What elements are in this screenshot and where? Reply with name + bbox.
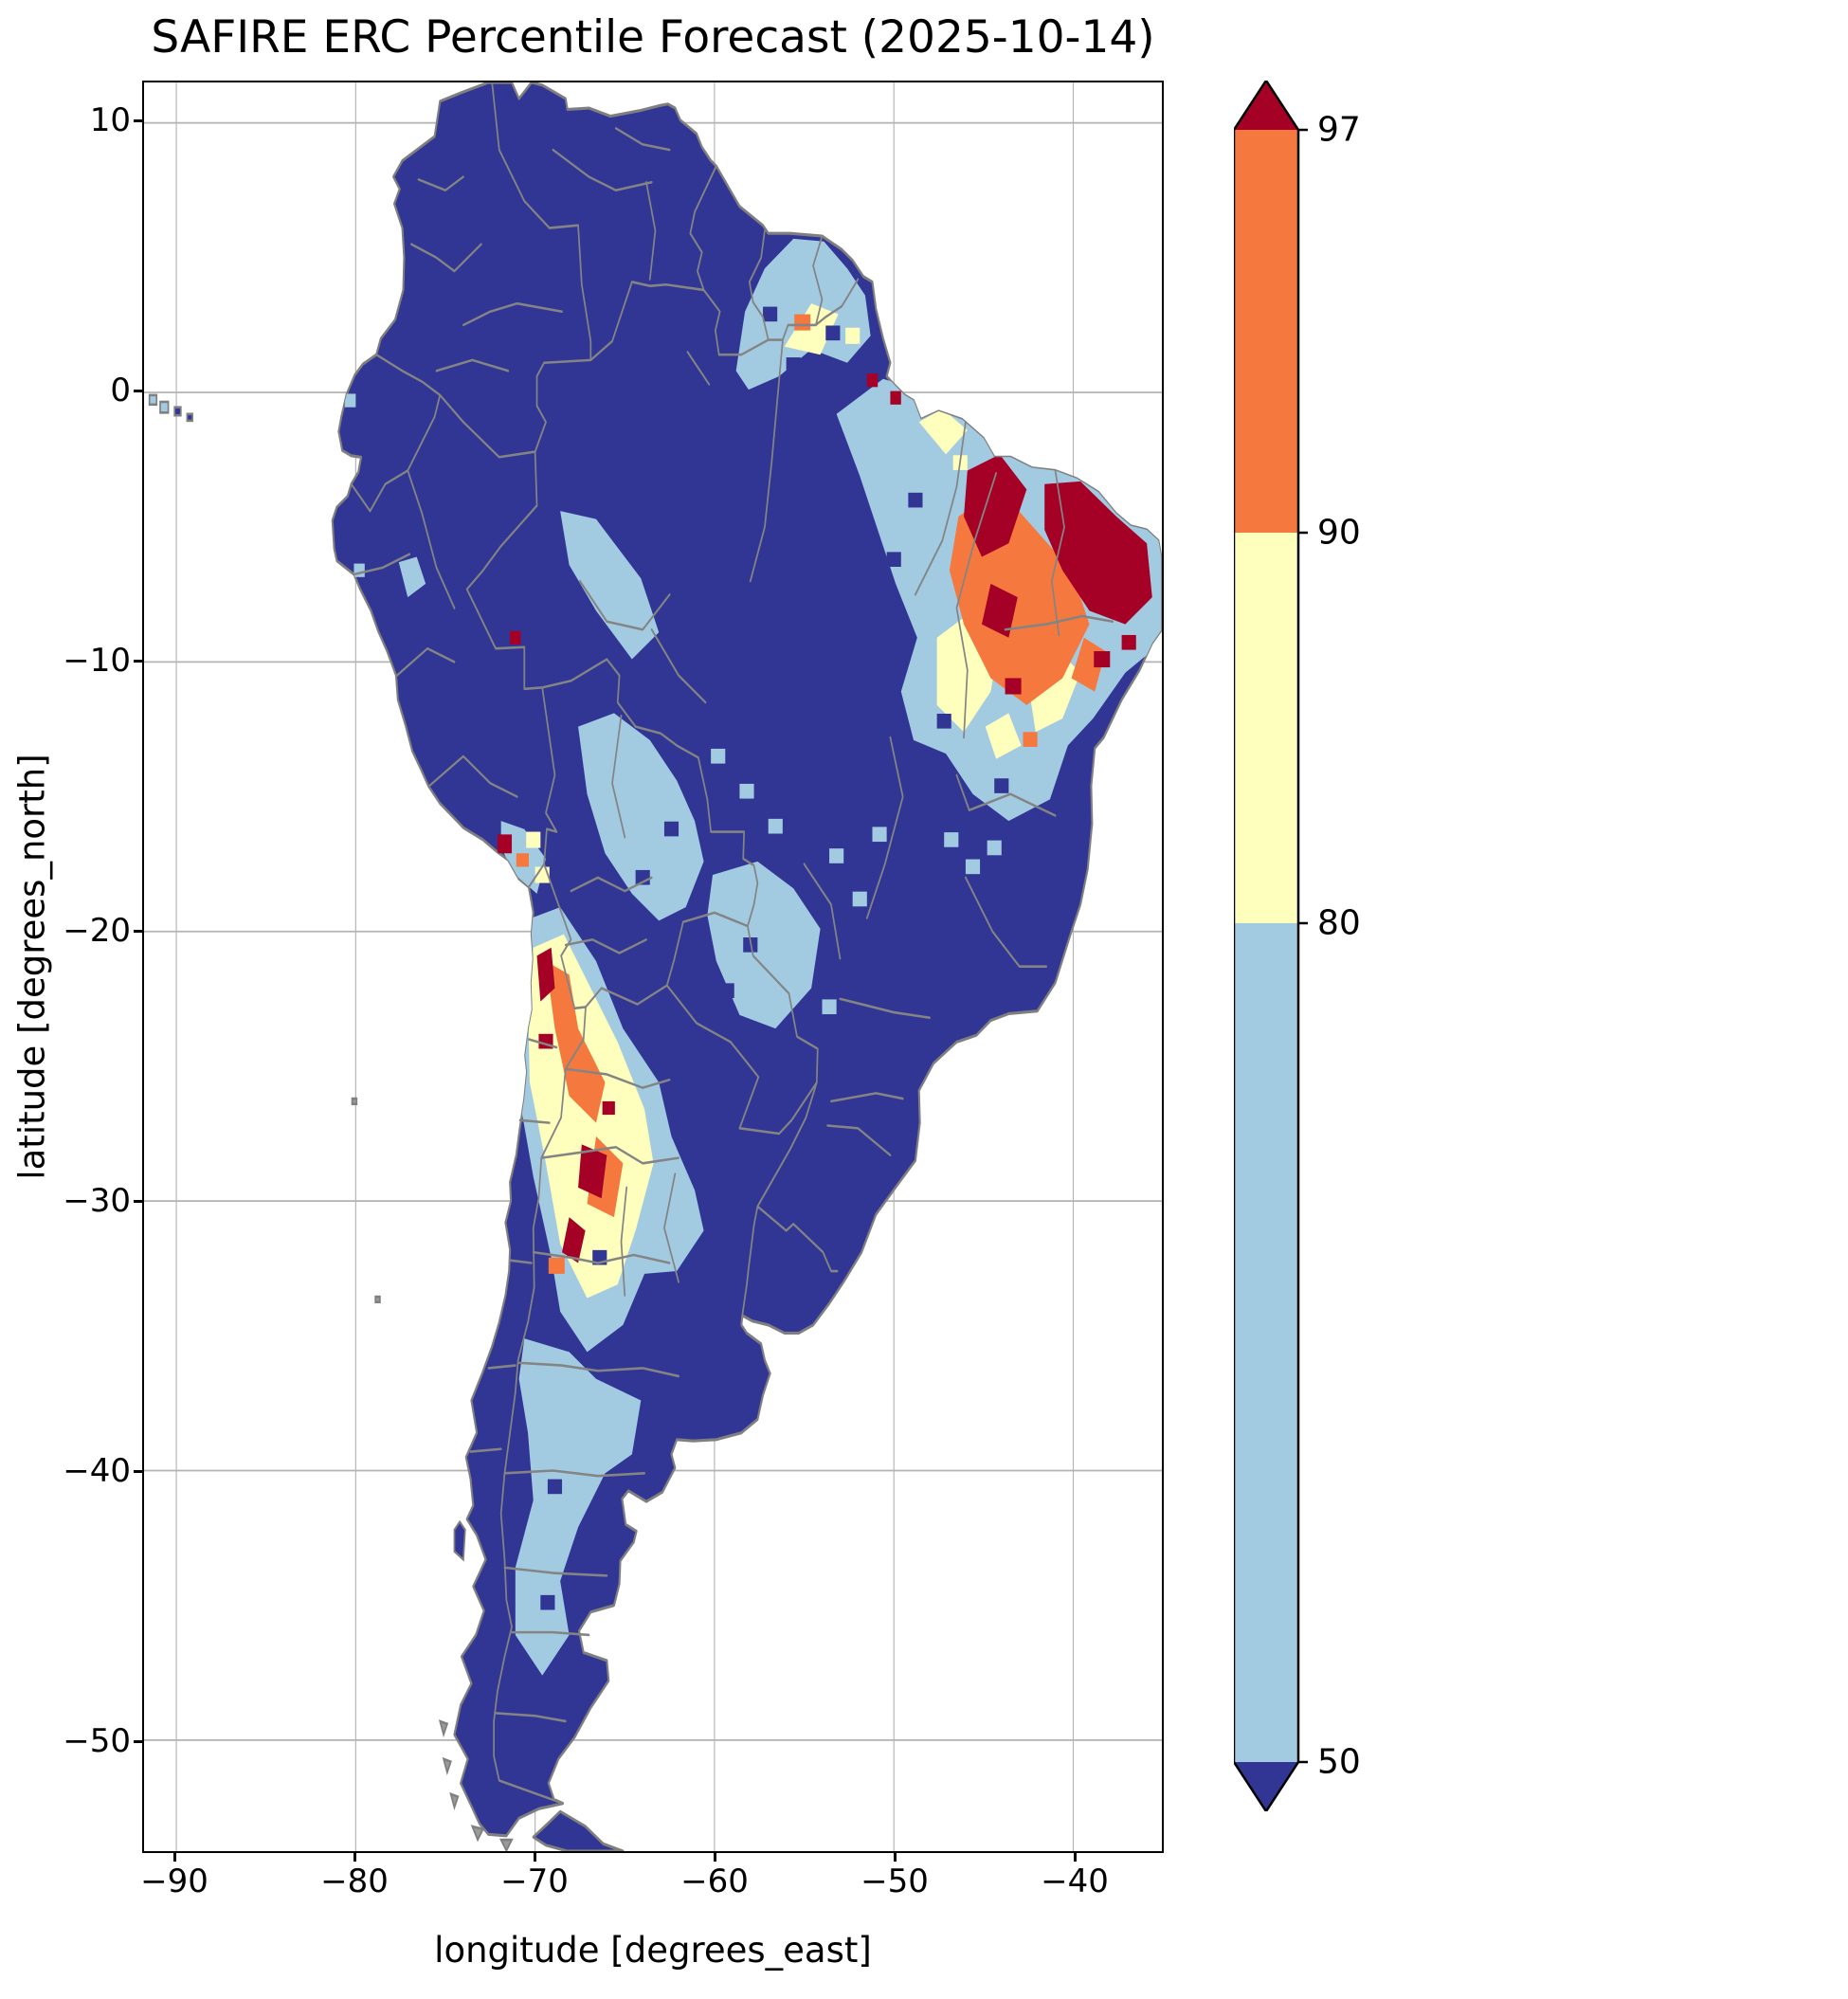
colorbar-segment-80-90 [1234,533,1298,923]
colorbar-tick-label: 97 [1317,111,1361,150]
plot-title: SAFIRE ERC Percentile Forecast (2025-10-… [151,11,1155,64]
x-tick-label: −90 [140,1863,208,1900]
landmass-tierra-del-fuego [534,1811,624,1851]
y-tickmark [134,1470,142,1473]
colorbar-extend-max [1234,81,1298,130]
colorbar-segment-90-97 [1234,130,1298,533]
y-tickmark [134,1740,142,1743]
y-tickmark [134,390,142,392]
y-tickmark [134,119,142,122]
y-tick-label: 10 [89,101,131,139]
y-axis-label: latitude [degrees_north] [11,754,53,1180]
y-tickmark [134,660,142,663]
y-tickmark [134,1200,142,1203]
y-tick-label: −40 [63,1452,131,1490]
x-tickmark [714,1853,716,1862]
colorbar-segment-50-80 [1234,923,1298,1762]
islands [148,393,514,1851]
colorbar-tick-label: 90 [1317,514,1361,553]
colorbar-extend-min [1234,1762,1298,1811]
x-tick-label: −80 [320,1863,389,1900]
plot-area [142,81,1164,1853]
y-tick-label: −30 [63,1182,131,1220]
admin-borders [350,82,1114,1805]
x-tickmark [894,1853,897,1862]
y-tick-label: −10 [63,642,131,680]
x-tick-label: −60 [680,1863,749,1900]
y-tickmark [134,930,142,933]
percentile-patches [344,238,1162,1676]
y-tick-label: −50 [63,1722,131,1760]
y-tick-label: −20 [63,912,131,950]
x-tick-label: −70 [500,1863,569,1900]
x-tickmark [1074,1853,1077,1862]
colorbar: 97 90 80 50 [1234,81,1480,1811]
y-tick-label: 0 [110,372,131,409]
x-tickmark [353,1853,356,1862]
x-tick-label: −40 [1041,1863,1109,1900]
x-axis-label: longitude [degrees_east] [434,1930,872,1971]
x-tickmark [534,1853,536,1862]
x-tickmark [173,1853,176,1862]
colorbar-tick-label: 80 [1317,904,1361,943]
x-tick-label: −50 [861,1863,929,1900]
colorbar-tick-label: 50 [1317,1743,1361,1782]
map-svg [144,82,1162,1851]
